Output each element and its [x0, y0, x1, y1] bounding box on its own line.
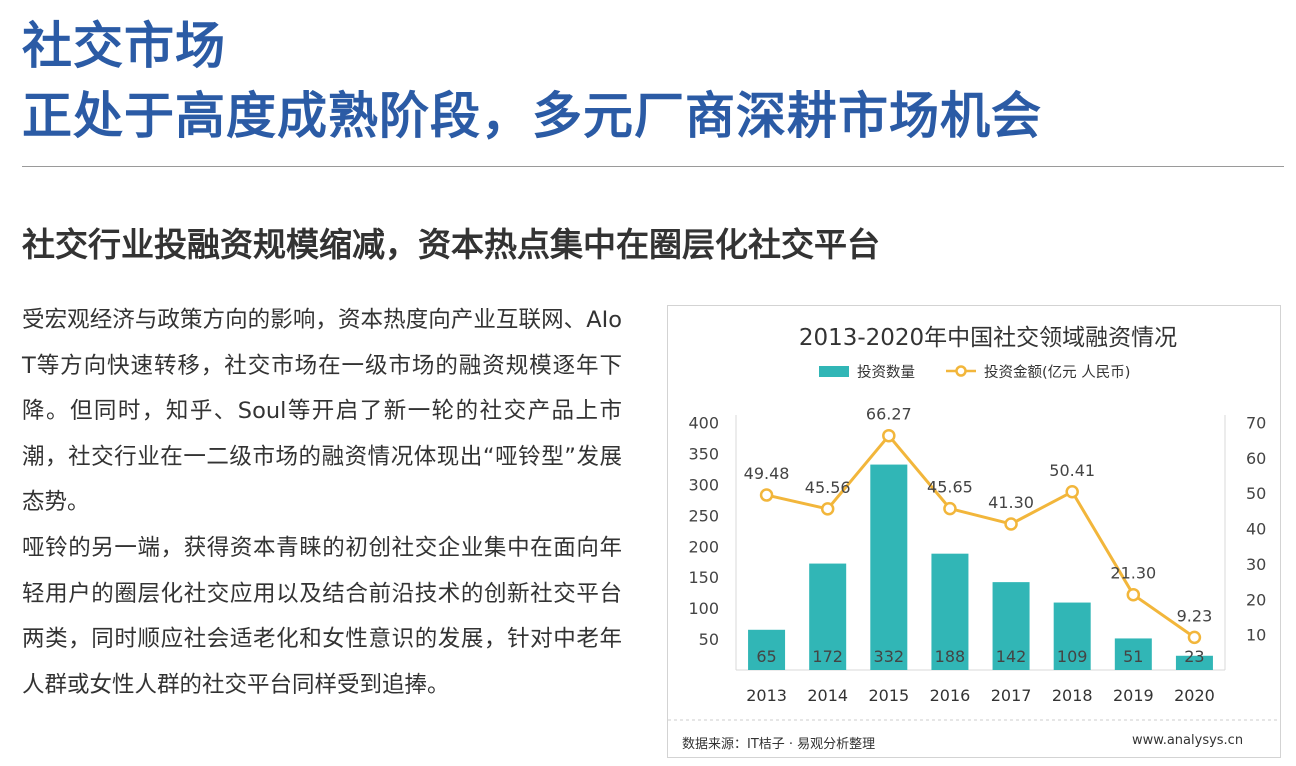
y-right-tick-label: 10 [1246, 626, 1266, 645]
bar-count [931, 553, 969, 670]
body-text: 受宏观经济与政策方向的影响，资本热度向产业互联网、AIoT等方向快速转移，社交市… [22, 298, 622, 708]
legend-marker-amount [955, 365, 967, 377]
chart-title: 2013-2020年中国社交领域融资情况 [799, 325, 1177, 351]
legend-label-bars: 投资数量 [857, 364, 915, 381]
amount-data-label: 21.30 [1110, 564, 1156, 583]
bar-data-label: 142 [996, 647, 1027, 666]
bar-data-label: 51 [1123, 647, 1143, 666]
amount-point [882, 428, 896, 443]
amount-data-label: 9.23 [1177, 606, 1213, 625]
bar-data-label: 109 [1057, 647, 1088, 666]
section-subtitle: 社交行业投融资规模缩减，资本热点集中在圈层化社交平台 [22, 225, 880, 264]
y-left-tick-label: 300 [688, 475, 719, 494]
y-left-tick-label: 150 [688, 568, 719, 587]
x-tick-label: 2018 [1052, 686, 1093, 705]
paragraph-2: 哑铃的另一端，获得资本青睐的初创社交企业集中在面向年轻用户的圈层化社交应用以及结… [22, 534, 622, 698]
page-title-line-1: 社交市场 [22, 17, 226, 75]
chart-frame [667, 305, 1281, 758]
data-source-note: 数据来源：IT桔子 · 易观分析整理 [682, 737, 876, 752]
y-left-tick-label: 350 [688, 444, 719, 463]
website-link[interactable]: www.analysys.cn [1132, 733, 1244, 748]
bar-count [1114, 638, 1152, 670]
title-divider [22, 166, 1284, 167]
y-left-tick-label: 200 [688, 537, 719, 556]
y-left-tick-label: 50 [699, 630, 719, 649]
x-tick-label: 2015 [868, 686, 909, 705]
amount-data-label: 45.65 [927, 478, 973, 497]
legend-label-amount: 投资金额(亿元 人民币) [984, 364, 1130, 381]
amount-point [943, 501, 957, 516]
legend-swatch-bars [819, 366, 849, 377]
bar-count [1175, 655, 1213, 670]
amount-point [759, 488, 774, 502]
amount-data-label: 50.41 [1049, 461, 1095, 480]
amount-data-label: 45.56 [805, 478, 851, 497]
amount-point [1126, 587, 1141, 602]
y-left-tick-label: 400 [688, 414, 719, 433]
y-right-tick-label: 40 [1246, 520, 1266, 539]
bar-data-label: 332 [874, 647, 905, 666]
page-title-line-2: 正处于高度成熟阶段，多元厂商深耕市场机会 [22, 87, 1042, 145]
y-left-tick-label: 100 [688, 599, 719, 618]
bar-data-label: 65 [756, 647, 776, 666]
y-left-tick-label: 250 [688, 506, 719, 525]
bar-count [870, 464, 908, 670]
y-right-tick-label: 70 [1246, 414, 1266, 433]
bar-data-label: 23 [1184, 647, 1204, 666]
bar-data-label: 172 [812, 647, 843, 666]
amount-point [1004, 517, 1018, 531]
bar-count [809, 563, 847, 670]
paragraph-1: 受宏观经济与政策方向的影响，资本热度向产业互联网、AIoT等方向快速转移，社交市… [22, 307, 622, 516]
x-tick-label: 2013 [746, 686, 787, 705]
bar-count [748, 629, 786, 670]
y-right-tick-label: 20 [1246, 590, 1266, 609]
amount-data-label: 66.27 [866, 405, 912, 424]
bar-count [1053, 602, 1091, 670]
x-tick-label: 2019 [1113, 686, 1154, 705]
amount-data-label: 49.48 [744, 464, 790, 483]
amount-line [766, 434, 1196, 639]
y-right-tick-label: 30 [1246, 555, 1266, 574]
x-tick-label: 2016 [930, 686, 971, 705]
x-tick-label: 2017 [991, 686, 1032, 705]
x-tick-label: 2014 [807, 686, 848, 705]
amount-point [1065, 485, 1079, 499]
amount-point [1187, 630, 1202, 645]
x-tick-label: 2020 [1174, 686, 1215, 705]
bar-data-label: 188 [935, 647, 966, 666]
y-right-tick-label: 60 [1246, 449, 1266, 468]
bar-count [992, 582, 1030, 670]
y-right-tick-label: 50 [1246, 484, 1266, 503]
amount-point [820, 502, 835, 516]
amount-data-label: 41.30 [988, 493, 1034, 512]
